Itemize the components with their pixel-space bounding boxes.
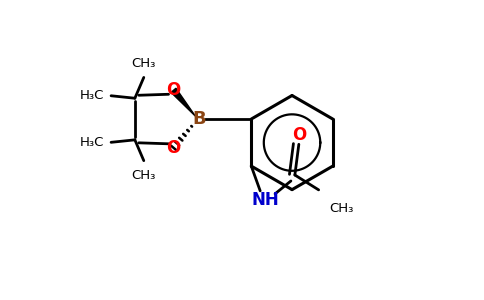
Text: H₃C: H₃C <box>80 136 104 149</box>
Text: CH₃: CH₃ <box>330 202 354 215</box>
Text: H₃C: H₃C <box>80 89 104 102</box>
Polygon shape <box>171 88 196 116</box>
Text: CH₃: CH₃ <box>132 56 156 70</box>
Text: O: O <box>166 81 181 99</box>
Text: O: O <box>166 139 181 157</box>
Text: NH: NH <box>251 191 279 209</box>
Text: CH₃: CH₃ <box>132 169 156 182</box>
Text: B: B <box>193 110 206 128</box>
Text: O: O <box>292 126 306 144</box>
